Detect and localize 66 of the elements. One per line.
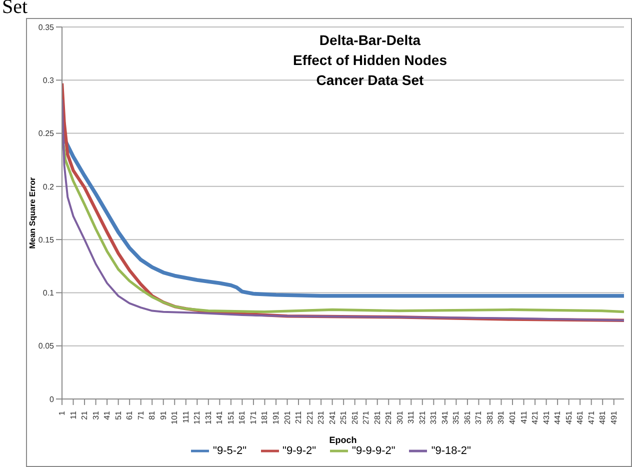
- y-tick-label: 0.15: [38, 235, 55, 244]
- x-tick-label: 461: [576, 410, 585, 424]
- x-tick-label: 151: [226, 410, 236, 424]
- x-tick-label: 241: [328, 410, 337, 424]
- x-tick-label: 291: [384, 410, 394, 424]
- x-tick-label: 411: [519, 410, 528, 424]
- x-tick-label: 341: [440, 410, 450, 424]
- text: Set: [2, 0, 28, 19]
- x-tick-label: 491: [609, 410, 618, 424]
- x-tick-label: 81: [148, 410, 157, 420]
- y-axis-title: Mean Square Error: [28, 177, 37, 249]
- x-tick-label: 11: [68, 410, 78, 420]
- x-tick-label: 21: [80, 410, 90, 420]
- legend-label: "9-9-2": [282, 445, 316, 457]
- y-tick-label: 0.05: [38, 342, 55, 351]
- x-tick-label: 281: [372, 410, 382, 424]
- x-tick-label: 481: [598, 410, 608, 424]
- x-tick-label: 1: [58, 410, 66, 416]
- x-tick-label: 31: [91, 410, 100, 420]
- x-tick-label: 201: [282, 410, 292, 424]
- y-tick-label: 0: [50, 394, 55, 404]
- x-tick-label: 71: [136, 410, 146, 420]
- x-tick-label: 301: [395, 410, 404, 424]
- x-tick-label: 371: [474, 410, 484, 424]
- x-tick-label: 171: [248, 410, 258, 424]
- x-tick-label: 431: [542, 410, 551, 424]
- x-tick-label: 121: [192, 410, 202, 424]
- x-tick-label: 51: [114, 410, 123, 420]
- legend-label: "9-18-2": [431, 445, 471, 457]
- legend-label: "9-5-2": [213, 445, 247, 457]
- x-tick-label: 311: [406, 410, 416, 424]
- x-tick-label: 41: [102, 410, 112, 420]
- x-tick-label: 451: [564, 410, 574, 424]
- legend-label: "9-9-9-2": [352, 445, 396, 457]
- x-tick-label: 381: [485, 410, 494, 424]
- x-tick-label: 221: [305, 410, 314, 424]
- x-tick-label: 161: [238, 410, 247, 424]
- x-tick-label: 91: [158, 410, 168, 420]
- y-tick-label: 0.25: [38, 129, 55, 138]
- x-tick-label: 111: [181, 410, 190, 424]
- x-tick-label: 391: [496, 410, 506, 424]
- x-tick-label: 131: [204, 410, 213, 424]
- x-tick-label: 361: [462, 410, 472, 424]
- x-tick-label: 401: [508, 410, 517, 424]
- x-tick-label: 441: [553, 410, 562, 424]
- x-tick-label: 321: [418, 410, 427, 424]
- y-tick-label: 0.35: [38, 22, 55, 32]
- x-tick-label: 421: [530, 410, 540, 424]
- y-tick-label: 0.1: [42, 288, 55, 298]
- x-tick-label: 61: [125, 410, 134, 420]
- y-tick-label: 0.2: [42, 182, 55, 192]
- x-tick-label: 471: [586, 410, 596, 424]
- y-tick-label: 0.3: [42, 76, 55, 85]
- x-tick-label: 231: [316, 410, 326, 424]
- x-tick-label: 191: [271, 410, 280, 424]
- x-tick-label: 141: [215, 410, 224, 424]
- x-tick-label: 181: [260, 410, 270, 424]
- x-tick-label: 271: [362, 410, 371, 424]
- x-tick-label: 351: [452, 410, 461, 424]
- x-tick-label: 101: [170, 410, 180, 424]
- x-tick-label: 211: [294, 410, 304, 424]
- x-tick-label: 251: [339, 410, 348, 424]
- text: Delta-Bar-Delta Effect of Hidden Nodes Cancer Data Set: [292, 31, 448, 90]
- x-tick-label: 331: [429, 410, 438, 424]
- x-tick-label: 261: [350, 410, 360, 424]
- x-axis-title: Epoch: [329, 435, 357, 445]
